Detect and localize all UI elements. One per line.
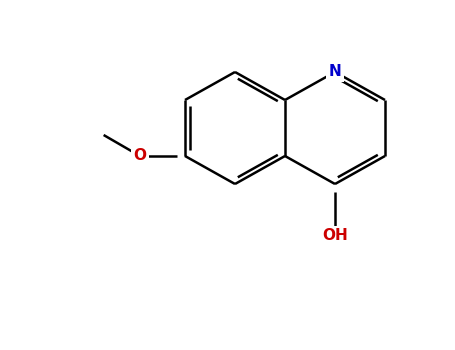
Text: O: O bbox=[133, 148, 147, 163]
Text: N: N bbox=[329, 64, 341, 79]
Text: OH: OH bbox=[322, 229, 348, 244]
